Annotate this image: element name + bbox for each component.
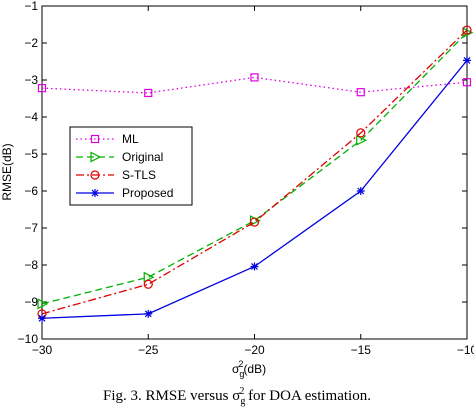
y-tick-label: −4	[24, 110, 38, 124]
axis-ticks: −30 −25 −20 −15 −10 −1 −2 −3 −4 −5 −6 −7 −8 −9 −10	[18, 0, 474, 357]
data-point-ml	[144, 88, 153, 98]
data-point-original	[462, 27, 474, 39]
y-tick-label: −3	[24, 73, 38, 87]
series-line-original	[41, 32, 468, 305]
data-point-ml	[356, 88, 365, 97]
data-point-ml	[250, 73, 259, 82]
y-tick-label: −2	[24, 36, 38, 50]
x-tick-label: −15	[351, 343, 372, 357]
legend-label-original: Original	[122, 150, 163, 164]
caption-end: for DOA estimation.	[244, 388, 371, 404]
y-tick-label: −5	[24, 147, 38, 161]
series-layer	[37, 25, 474, 323]
data-point-s-tls	[249, 217, 260, 227]
data-point-ml	[37, 84, 47, 93]
x-tick-label: −10	[457, 343, 474, 357]
legend-label-s-tls: S-TLS	[122, 168, 156, 182]
figure-caption: Fig. 3. RMSE versus σg2 for DOA estimati…	[0, 386, 474, 407]
data-point-original	[356, 134, 368, 146]
data-point-proposed	[250, 262, 259, 271]
y-tick-label: −6	[24, 184, 38, 198]
y-tick-label: −8	[24, 258, 38, 272]
data-point-proposed	[144, 309, 153, 318]
y-tick-label: −10	[18, 332, 39, 346]
data-point-proposed	[356, 187, 365, 195]
x-tick-label: −25	[138, 343, 159, 357]
data-point-s-tls	[356, 128, 366, 138]
data-point-s-tls	[462, 25, 472, 35]
legend-box	[69, 126, 193, 206]
legend-marker-ml	[90, 134, 100, 144]
caption-sub: g	[240, 396, 246, 407]
legend-marker-proposed	[91, 189, 99, 197]
data-point-proposed	[38, 314, 46, 323]
series-ml	[37, 73, 472, 98]
y-tick-label: −9	[24, 295, 38, 309]
data-point-s-tls	[143, 279, 153, 289]
series-line-ml	[41, 76, 468, 94]
legend-label-proposed: Proposed	[122, 186, 173, 200]
data-point-proposed	[463, 56, 471, 65]
x-tick-label: −20	[244, 343, 265, 357]
x-axis-label: σg2(dB)	[232, 359, 266, 379]
x-tick-label: −30	[32, 343, 53, 357]
data-point-ml	[462, 78, 472, 87]
legend-marker-s-tls	[90, 170, 100, 180]
caption-sup: 2	[239, 386, 245, 397]
y-axis-label: RMSE(dB)	[0, 143, 14, 200]
y-tick-label: −7	[24, 221, 38, 235]
y-tick-label: −1	[24, 0, 38, 13]
legend-marker-original	[90, 151, 102, 163]
caption-text: Fig. 3. RMSE versus σ	[103, 388, 241, 404]
data-point-original	[37, 298, 49, 310]
series-line-s-tls	[41, 29, 468, 315]
series-proposed	[38, 56, 471, 323]
legend-label-ml: ML	[122, 132, 139, 146]
data-point-original	[143, 271, 155, 283]
legend: ML Original S-TLS Proposed	[69, 126, 193, 206]
